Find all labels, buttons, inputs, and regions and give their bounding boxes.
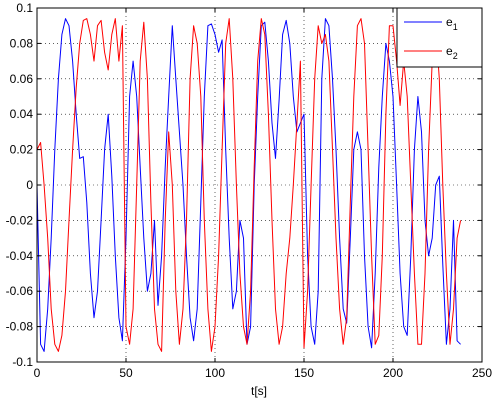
series-line-e1 [36,18,461,352]
x-axis-label: t[s] [251,384,267,398]
x-tick-label: 150 [294,366,314,380]
y-tick-labels: -0.1 -0.08 -0.06 -0.04 -0.02 0 0.02 0.04 0.06 0.0… [6,1,34,369]
x-tick-label: 100 [205,366,225,380]
y-tick-label: 0.06 [10,72,34,86]
y-tick-label: 0 [26,178,33,192]
y-tick-label: 0.04 [10,107,34,121]
legend-label-e1-subscript: 1 [453,22,458,32]
y-tick-label: -0.02 [6,213,34,227]
y-tick-label: -0.08 [6,320,34,334]
legend-label-e2-subscript: 2 [453,51,458,61]
legend-label-e2: e2 [446,44,458,61]
y-tick-label: -0.1 [12,355,33,369]
x-tick-label: 50 [119,366,133,380]
x-tick-label: 250 [472,366,492,380]
series-layer [36,18,462,352]
y-tick-label: 0.1 [16,1,33,15]
legend: e1 e2 [396,7,483,68]
legend-label-e1: e1 [446,15,458,32]
x-tick-label: 0 [34,366,41,380]
y-tick-label: 0.08 [10,36,34,50]
legend-label-e2-name: e [446,44,453,58]
legend-label-e1-name: e [446,15,453,29]
grid-lines [37,8,482,362]
axis-ticks [36,7,483,363]
y-tick-label: 0.02 [10,143,34,157]
legend-box [396,7,483,68]
y-tick-label: -0.06 [6,284,34,298]
x-tick-label: 200 [383,366,403,380]
y-tick-label: -0.04 [6,249,34,263]
series-line-e2 [36,18,462,352]
x-tick-labels: 0 50 100 150 200 250 [34,366,493,380]
